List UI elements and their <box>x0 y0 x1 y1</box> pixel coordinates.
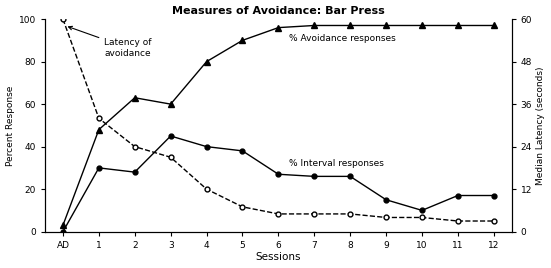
Title: Measures of Avoidance: Bar Press: Measures of Avoidance: Bar Press <box>172 6 385 16</box>
Y-axis label: Median Latency (seconds): Median Latency (seconds) <box>537 66 545 185</box>
Text: % Avoidance responses: % Avoidance responses <box>289 34 396 43</box>
Text: % Interval responses: % Interval responses <box>289 159 384 168</box>
Y-axis label: Percent Response: Percent Response <box>6 85 14 166</box>
Text: Latency of
avoidance: Latency of avoidance <box>68 26 152 58</box>
X-axis label: Sessions: Sessions <box>256 252 301 262</box>
